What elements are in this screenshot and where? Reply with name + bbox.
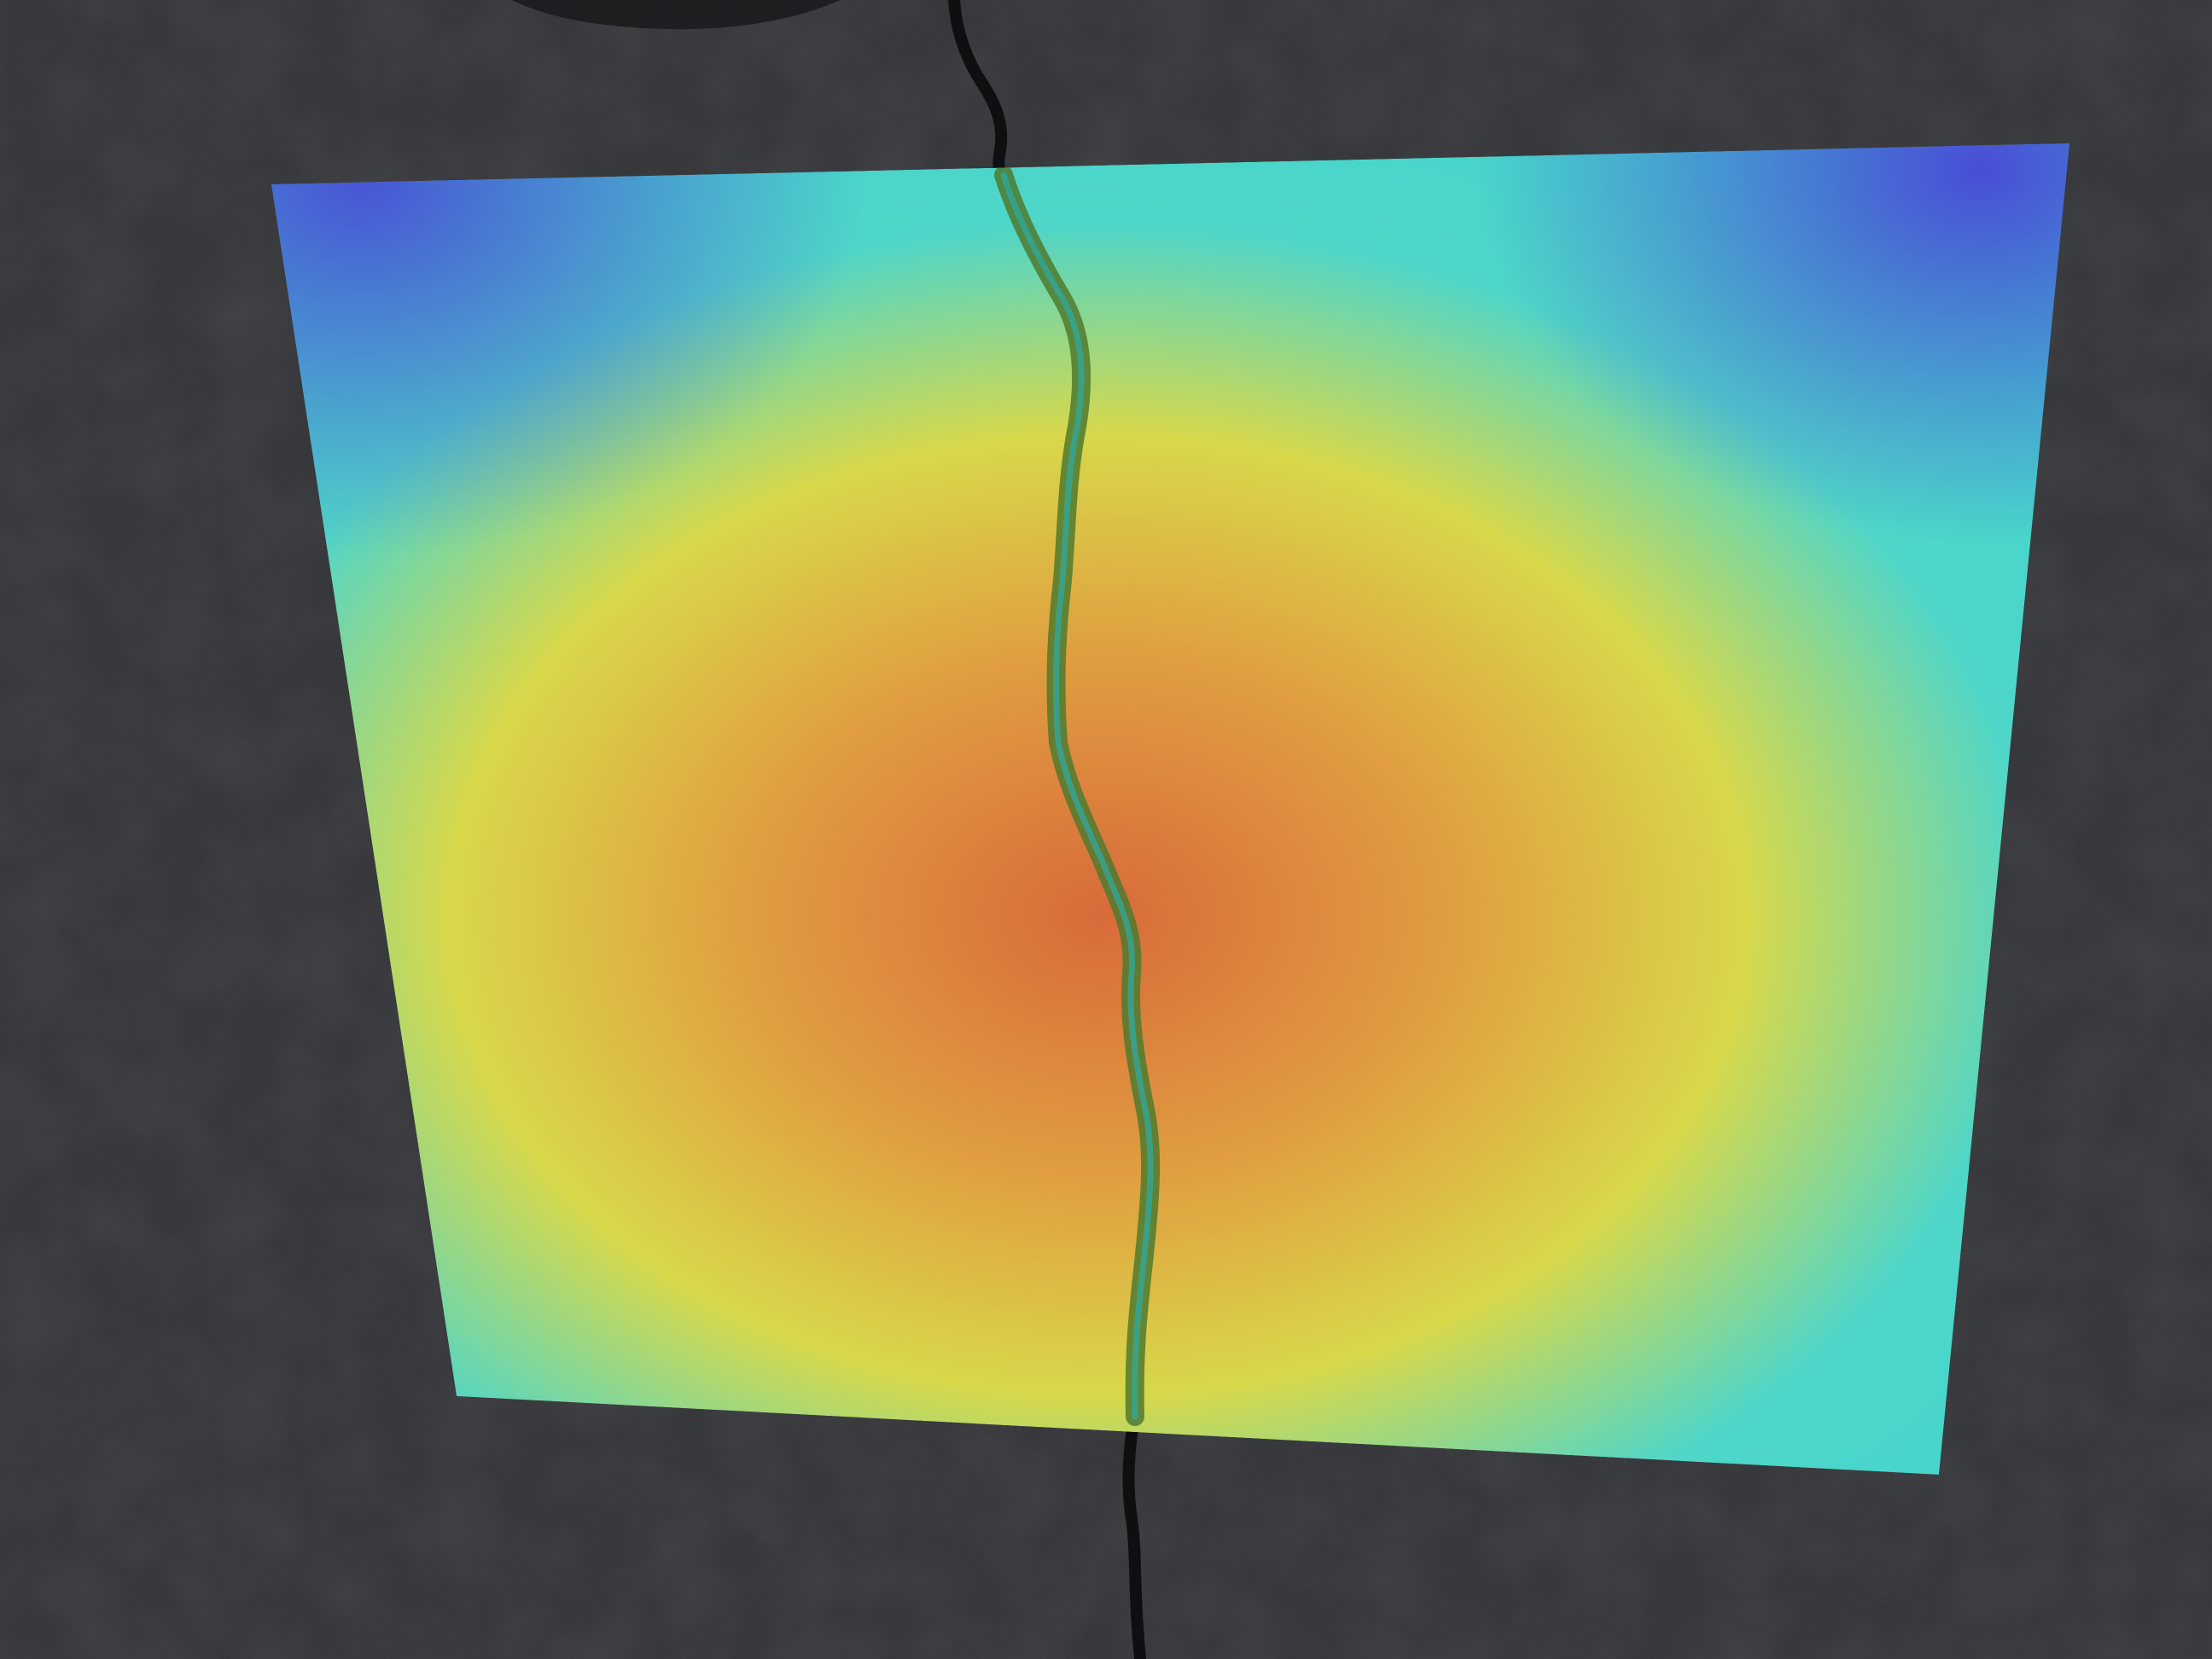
dark-object-top-edge	[512, 0, 841, 30]
crack-core-in-heatmap	[1000, 172, 1154, 1420]
heatmap-overlay	[271, 143, 2069, 1475]
crack-lower	[1122, 1406, 1146, 1659]
